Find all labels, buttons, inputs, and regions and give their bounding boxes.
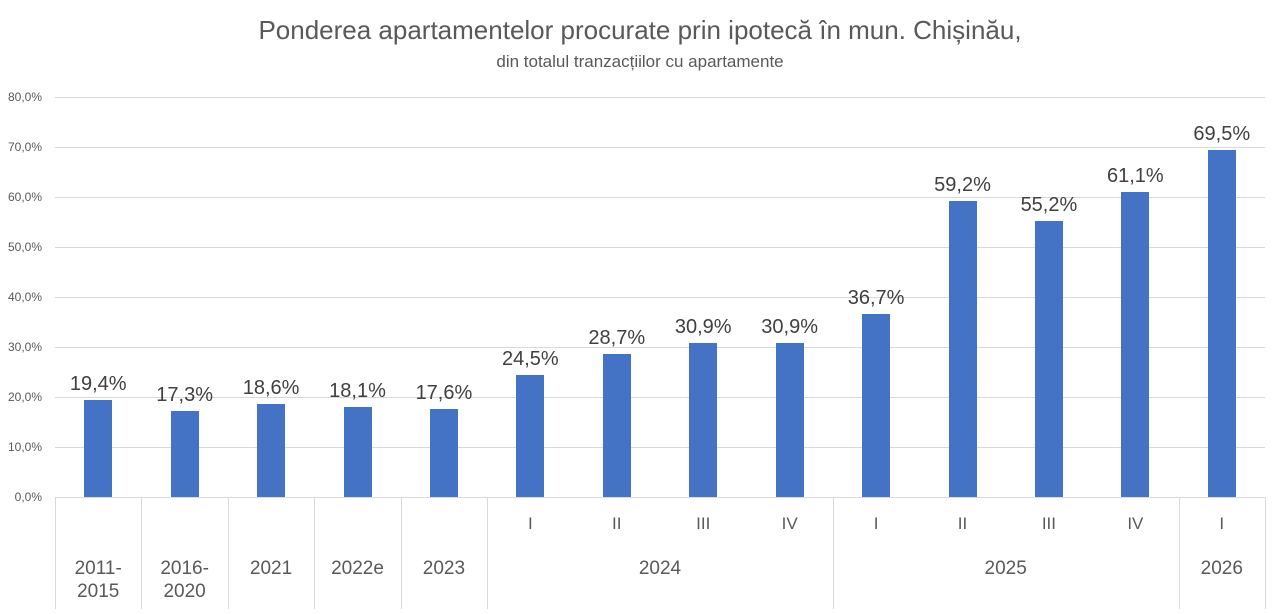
x-axis-separator: [487, 497, 489, 609]
y-axis-tick-label: 50,0%: [7, 240, 42, 254]
x-axis-separator: [141, 497, 143, 609]
x-axis-year-label: 2024: [638, 558, 682, 579]
x-axis-quarter-label: IV: [1127, 514, 1144, 533]
bar-value-label: 55,2%: [1020, 194, 1078, 216]
x-axis-year-label: 2011- 2015: [74, 558, 122, 602]
bar-value-label: 61,1%: [1106, 164, 1164, 187]
x-axis-year-label: 2025: [984, 558, 1027, 579]
bar-value-label: 36,7%: [847, 286, 905, 309]
chart-title: Ponderea apartamentelor procurate prin i…: [258, 15, 1022, 45]
gridline: [55, 97, 1265, 98]
gridline: [55, 297, 1265, 298]
bar: [1207, 149, 1236, 497]
bar-value-label: 59,2%: [934, 174, 991, 196]
bar: [1034, 221, 1063, 497]
y-axis-tick-label: 10,0%: [7, 440, 42, 454]
bar-value-label: 18,6%: [242, 377, 300, 399]
bar: [862, 313, 891, 497]
x-axis-line: [55, 497, 1265, 498]
bar-value-label: 30,9%: [674, 315, 732, 338]
bar: [343, 406, 372, 497]
x-axis-separator: [314, 497, 316, 609]
x-axis-year-label: 2026: [1200, 558, 1243, 579]
x-axis-separator: [55, 497, 56, 609]
bar-value-label: 18,1%: [329, 379, 386, 402]
bar: [689, 342, 718, 497]
y-axis-tick-label: 20,0%: [7, 390, 42, 404]
bar-value-label: 30,9%: [761, 315, 818, 338]
x-axis-separator: [1178, 497, 1180, 609]
gridline: [55, 447, 1265, 448]
x-axis-quarter-label: IV: [781, 514, 798, 533]
bar: [257, 404, 286, 497]
y-axis-tick-label: 70,0%: [7, 140, 42, 154]
x-axis-quarter-label: I: [873, 514, 879, 533]
x-axis-quarter-label: II: [957, 514, 968, 533]
gridline: [55, 347, 1265, 348]
bar-value-label: 28,7%: [588, 326, 646, 349]
bar-value-label: 69,5%: [1193, 122, 1251, 145]
bar-value-label: 17,6%: [415, 382, 473, 404]
gridline: [55, 247, 1265, 248]
x-axis-separator: [1265, 497, 1266, 609]
x-axis-separator: [227, 497, 229, 609]
bar: [775, 342, 804, 497]
y-axis-tick-label: 0,0%: [14, 490, 42, 504]
x-axis-quarter-label: III: [696, 514, 711, 533]
y-axis-tick-label: 80,0%: [7, 90, 42, 104]
bar: [84, 400, 113, 497]
x-axis-year-label: 2016- 2020: [160, 558, 209, 602]
bar: [516, 374, 545, 497]
y-axis-tick-label: 30,0%: [7, 340, 42, 354]
gridline: [55, 147, 1265, 148]
bar: [1121, 191, 1150, 497]
x-axis-quarter-label: III: [1041, 514, 1056, 533]
x-axis-quarter-label: I: [1219, 514, 1225, 533]
bar-value-label: 24,5%: [501, 347, 559, 370]
bar: [602, 353, 631, 497]
x-axis-year-label: 2021: [249, 558, 293, 579]
x-axis-separator: [832, 497, 834, 609]
x-axis-quarter-label: I: [527, 514, 533, 533]
gridline: [55, 197, 1265, 198]
bar: [948, 201, 977, 497]
bar-value-label: 19,4%: [69, 373, 127, 395]
gridline: [55, 397, 1265, 398]
x-axis-quarter-label: II: [612, 514, 622, 533]
bar: [170, 410, 199, 497]
y-axis-tick-label: 40,0%: [7, 290, 42, 304]
y-axis-tick-label: 60,0%: [7, 190, 42, 204]
x-axis-year-label: 2022e: [331, 558, 384, 579]
x-axis-year-label: 2023: [422, 558, 466, 579]
chart-subtitle: din totalul tranzacțiilor cu apartamente: [496, 52, 784, 71]
bar: [429, 409, 458, 497]
bar-value-label: 17,3%: [156, 383, 213, 406]
x-axis-separator: [400, 497, 402, 609]
